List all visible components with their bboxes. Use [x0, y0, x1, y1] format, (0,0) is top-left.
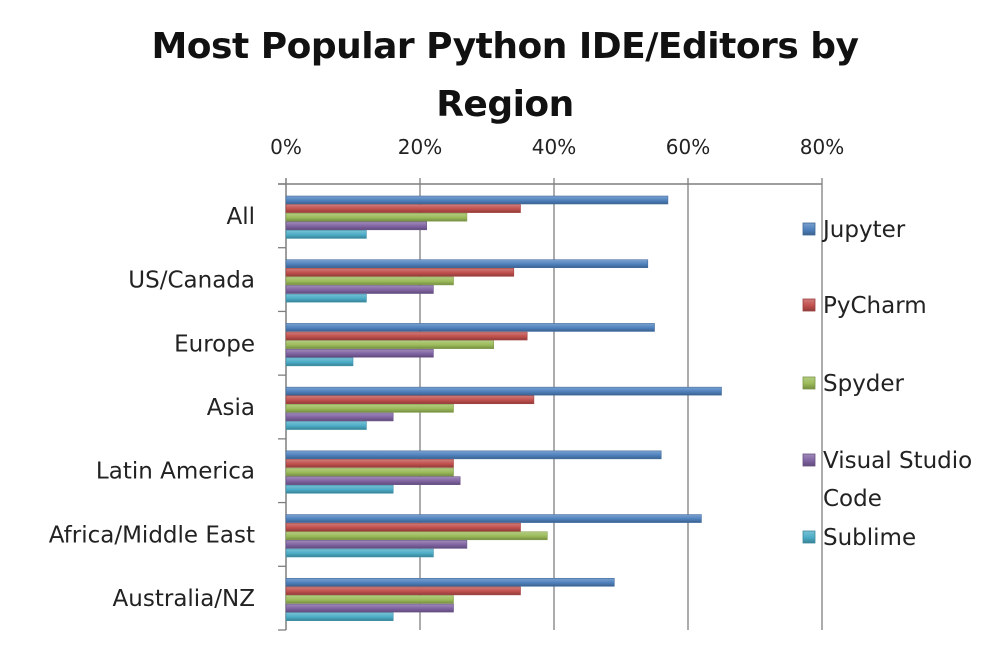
bar-spyder — [285, 276, 454, 286]
x-tick-label: 80% — [800, 135, 844, 159]
bar-pycharm — [285, 586, 521, 596]
x-tick-label: 60% — [666, 135, 710, 159]
category-label: Asia — [207, 395, 255, 421]
bars — [285, 195, 722, 621]
bar-pycharm — [285, 522, 521, 532]
bar-sublime — [285, 548, 434, 558]
bar-visual-studio-code — [285, 348, 434, 358]
bar-jupyter — [285, 195, 669, 205]
x-tick-label: 20% — [398, 135, 442, 159]
bar-spyder — [285, 212, 468, 222]
bar-visual-studio-code — [285, 221, 427, 231]
bar-sublime — [285, 230, 367, 239]
legend-swatch-jupyter — [802, 222, 816, 236]
x-tick-label: 0% — [270, 135, 302, 159]
bar-visual-studio-code — [285, 476, 461, 485]
bar-jupyter — [285, 514, 702, 523]
category-label: Australia/NZ — [113, 586, 255, 612]
x-tick-label: 40% — [532, 135, 576, 159]
category-label: Africa/Middle East — [49, 522, 255, 548]
legend-label: Jupyter — [821, 217, 906, 243]
legend-label: Visual Studio — [823, 448, 972, 474]
bar-sublime — [285, 357, 354, 367]
bar-sublime — [285, 421, 367, 430]
legend: Jupyter PyCharm Spyder Visual Studio Code Sub… — [802, 217, 972, 551]
bar-spyder — [285, 595, 454, 604]
bar-spyder — [285, 531, 548, 541]
bar-jupyter — [285, 386, 722, 396]
legend-swatch-pycharm — [802, 298, 816, 312]
category-label: US/Canada — [128, 268, 255, 294]
legend-label: Code — [823, 486, 882, 512]
bar-jupyter — [285, 323, 655, 332]
bar-pycharm — [285, 459, 454, 468]
legend-label: Sublime — [823, 525, 916, 551]
legend-swatch-spyder — [802, 376, 816, 390]
bar-sublime — [285, 293, 367, 303]
bar-pycharm — [285, 204, 521, 213]
bar-spyder — [285, 467, 454, 477]
bar-spyder — [285, 404, 454, 413]
bar-sublime — [285, 484, 394, 494]
bar-spyder — [285, 340, 494, 349]
category-label: Latin America — [96, 459, 255, 485]
labels: 0% 20% 40% 60% 80% All US/Canada Europe Asia Lati… — [49, 135, 844, 612]
category-label: All — [226, 204, 255, 230]
legend-swatch-visual-studio-code — [802, 453, 816, 467]
bar-visual-studio-code — [285, 540, 468, 549]
bar-jupyter — [285, 450, 662, 460]
bar-sublime — [285, 612, 394, 621]
legend-label: Spyder — [823, 371, 905, 397]
bar-jupyter — [285, 577, 615, 587]
legend-swatch-sublime — [802, 530, 816, 544]
bar-visual-studio-code — [285, 412, 394, 422]
chart-title: Most Popular Python IDE/Editors by Regio… — [151, 26, 859, 125]
bar-pycharm — [285, 395, 535, 405]
bar-pycharm — [285, 331, 528, 341]
bar-visual-studio-code — [285, 285, 434, 294]
category-label: Europe — [174, 331, 255, 357]
bar-jupyter — [285, 259, 649, 269]
bar-pycharm — [285, 268, 515, 277]
legend-label: PyCharm — [823, 293, 927, 319]
bar-visual-studio-code — [285, 603, 454, 613]
